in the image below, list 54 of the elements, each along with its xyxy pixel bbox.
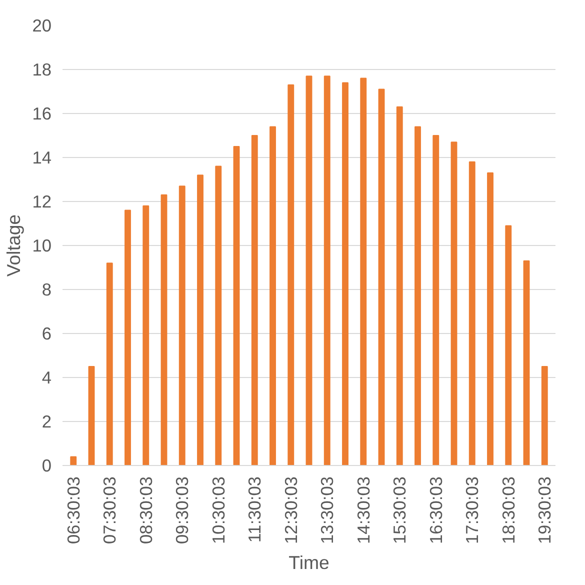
x-tick-label: 15:30:03: [390, 476, 410, 544]
bar: [541, 366, 548, 466]
bar: [88, 366, 95, 466]
x-tick-label: 08:30:03: [136, 476, 156, 544]
bar: [197, 174, 204, 466]
bar: [342, 82, 348, 466]
y-tick-label: 2: [42, 412, 52, 432]
bar: [360, 78, 367, 466]
bar: [124, 210, 131, 466]
bar: [468, 161, 476, 466]
bar: [306, 76, 312, 466]
x-tick-label: 11:30:03: [244, 476, 265, 543]
x-tick-label: 19:30:03: [534, 476, 555, 544]
y-tick-label: 0: [42, 456, 52, 476]
x-tick-label: 17:30:03: [462, 476, 482, 544]
bar: [70, 456, 77, 466]
y-tick-label: 12: [32, 192, 52, 212]
x-tick-label: 18:30:03: [498, 476, 518, 544]
y-tick-label: 16: [32, 104, 52, 124]
bar: [215, 166, 222, 466]
bar: [450, 142, 458, 466]
y-tick-label: 10: [32, 236, 52, 256]
bar: [233, 146, 240, 466]
y-tick-label: 20: [32, 16, 52, 36]
y-tick-label: 14: [32, 148, 52, 168]
x-tick-label: 12:30:03: [280, 476, 301, 544]
x-tick-label: 09:30:03: [172, 476, 192, 544]
bar: [432, 135, 440, 466]
x-tick-label: 13:30:03: [317, 476, 338, 544]
x-tick-label: 16:30:03: [426, 476, 446, 544]
bar: [251, 135, 258, 466]
y-tick-label: 4: [42, 368, 52, 388]
bar: [414, 126, 421, 466]
bar: [396, 106, 403, 466]
x-axis-title: Time: [288, 552, 330, 573]
x-tick-label: 14:30:03: [353, 476, 374, 544]
y-tick-label: 18: [32, 60, 52, 80]
x-tick-label: 07:30:03: [100, 476, 120, 544]
bar: [142, 205, 150, 466]
bar: [505, 225, 512, 466]
bar: [178, 186, 186, 466]
bar: [288, 84, 294, 466]
x-tick-label: 10:30:03: [208, 476, 228, 544]
y-tick-label: 6: [42, 324, 52, 344]
bar: [270, 126, 276, 466]
bar: [487, 172, 494, 466]
bar: [324, 76, 330, 466]
bar: [523, 260, 530, 466]
bar: [106, 262, 113, 466]
y-axis-title: Voltage: [3, 214, 24, 277]
bar: [378, 88, 385, 466]
bar: [160, 194, 168, 466]
y-tick-label: 8: [42, 280, 52, 300]
x-tick-label: 06:30:03: [63, 476, 84, 544]
